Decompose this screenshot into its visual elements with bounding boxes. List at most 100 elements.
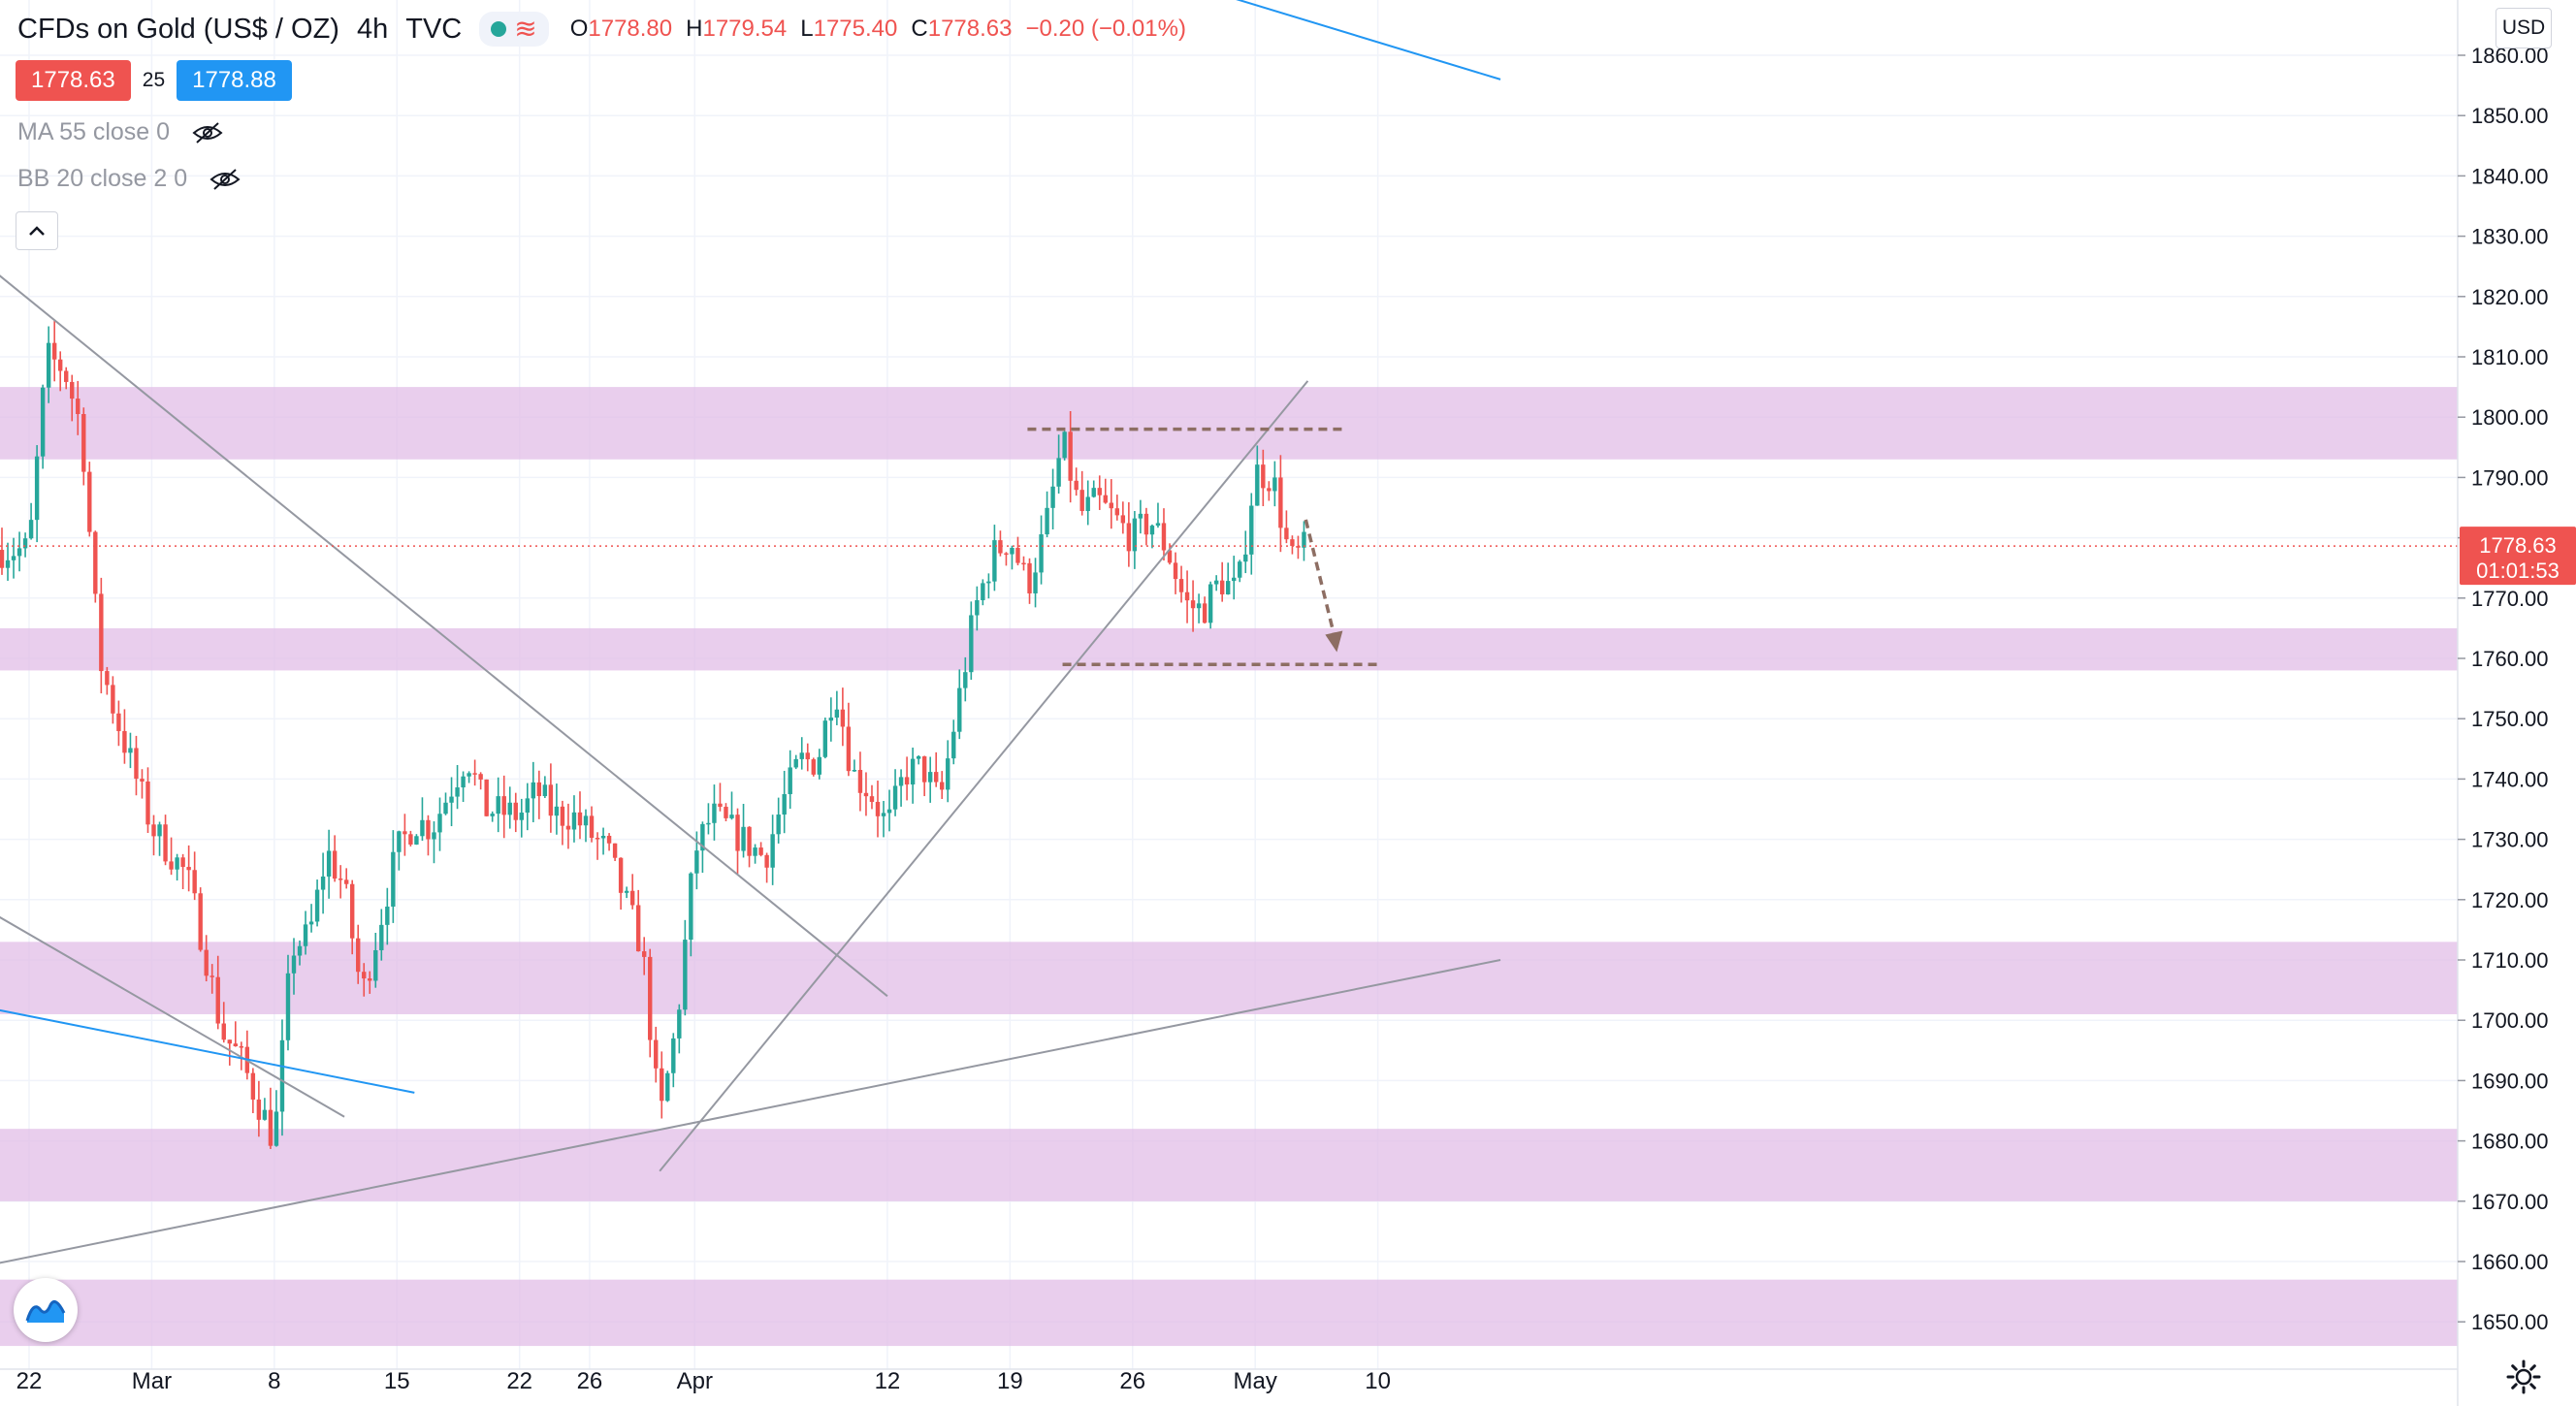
x-tick-label: 22 <box>16 1368 43 1394</box>
wave-icon: ≋ <box>514 14 537 44</box>
candle-body <box>805 752 810 760</box>
candle-body <box>852 770 857 772</box>
x-tick-label: Mar <box>132 1368 172 1394</box>
candle-body <box>28 520 34 539</box>
candle-body <box>1039 534 1044 573</box>
y-tick-label: 1680.00 <box>2471 1130 2549 1154</box>
ohlc-value: 1775.40 <box>813 16 898 42</box>
x-tick-label: 26 <box>1119 1368 1145 1394</box>
candle-body <box>490 814 495 816</box>
candle-body <box>368 978 372 981</box>
candle-body <box>501 796 506 815</box>
trendline <box>0 274 888 998</box>
candle-body <box>484 779 489 816</box>
candle-body <box>782 793 787 815</box>
candle-body <box>93 531 98 594</box>
price-zone <box>0 1279 2458 1347</box>
candle-body <box>706 822 711 825</box>
candle-body <box>694 850 699 874</box>
candle-body <box>898 777 904 786</box>
candle-body <box>145 781 150 825</box>
candle-body <box>192 870 197 894</box>
gear-icon[interactable] <box>2504 1358 2543 1396</box>
candle-body <box>64 370 69 382</box>
candle-body <box>291 955 297 974</box>
candle-body <box>817 756 821 775</box>
trendline <box>1236 0 1501 80</box>
candle-body <box>548 784 554 816</box>
candle-body <box>776 815 781 835</box>
collapse-legend-button[interactable] <box>16 211 58 250</box>
candle-body <box>665 1072 670 1102</box>
candle-body <box>1050 486 1055 508</box>
candle-body <box>34 456 40 521</box>
candle-body <box>140 779 145 782</box>
candle-body <box>677 1009 682 1039</box>
candle-body <box>1126 523 1132 552</box>
candle-body <box>379 924 384 950</box>
candle-body <box>414 836 419 845</box>
candle-body <box>577 812 583 826</box>
candle-body <box>840 709 846 727</box>
candle-body <box>793 758 798 768</box>
candle-body <box>16 548 22 557</box>
sell-button[interactable]: 1778.63 <box>16 60 131 101</box>
change-value: −0.20 (−0.01%) <box>1025 16 1186 42</box>
candle-body <box>169 861 174 870</box>
candle-body <box>1103 495 1108 503</box>
candle-body <box>881 813 886 816</box>
indicator-ma[interactable]: MA 55 close 0 <box>17 118 224 146</box>
candle-body <box>105 671 110 686</box>
candle-body <box>981 583 985 600</box>
candle-body <box>1167 550 1173 563</box>
candle-body <box>886 809 892 814</box>
x-tick-label: 19 <box>997 1368 1023 1394</box>
candle-body <box>519 813 524 820</box>
candle-body <box>1120 515 1126 524</box>
candle-body <box>1010 548 1014 555</box>
candle-body <box>741 826 746 851</box>
x-tick-label: May <box>1234 1368 1277 1394</box>
spread-label: 25 <box>142 69 166 91</box>
candle-body <box>712 803 717 823</box>
tradingview-logo-button[interactable] <box>14 1278 78 1342</box>
indicator-bb[interactable]: BB 20 close 2 0 <box>17 165 242 193</box>
candle-body <box>1056 458 1061 487</box>
buy-button[interactable]: 1778.88 <box>177 60 292 101</box>
trendline <box>659 380 1309 1172</box>
timeframe-label[interactable]: 4h <box>356 13 389 45</box>
y-tick-label: 1800.00 <box>2471 405 2549 430</box>
candle-body <box>250 1072 256 1100</box>
x-tick-label: 22 <box>506 1368 532 1394</box>
symbol-title[interactable]: CFDs on Gold (US$ / OZ) <box>17 13 339 45</box>
eye-off-icon[interactable] <box>209 167 242 192</box>
price-zone <box>0 387 2458 460</box>
market-status-pill[interactable]: ≋ <box>479 12 549 47</box>
candle-body <box>1097 488 1102 495</box>
candle-body <box>822 720 828 757</box>
y-tick-label: 1650.00 <box>2471 1310 2549 1334</box>
currency-button[interactable]: USD <box>2496 8 2552 48</box>
y-tick-label: 1850.00 <box>2471 104 2549 128</box>
eye-off-icon[interactable] <box>191 120 224 145</box>
y-tick-label: 1670.00 <box>2471 1190 2549 1214</box>
candle-body <box>1091 488 1096 497</box>
candle-body <box>175 857 179 870</box>
candle-body <box>969 615 974 673</box>
candle-body <box>81 413 86 472</box>
candle-body <box>449 796 454 803</box>
candle-body <box>648 956 653 1040</box>
candle-body <box>612 843 618 858</box>
candle-body <box>729 815 734 818</box>
candle-body <box>600 835 606 839</box>
candle-body <box>1015 548 1020 563</box>
candle-body <box>1004 553 1009 556</box>
candle-body <box>420 819 425 837</box>
candle-body <box>554 806 560 816</box>
candle-body <box>22 538 28 549</box>
candle-body <box>186 867 191 871</box>
candle-body <box>432 832 436 840</box>
candle-body <box>846 726 852 772</box>
candle-body <box>927 772 933 783</box>
